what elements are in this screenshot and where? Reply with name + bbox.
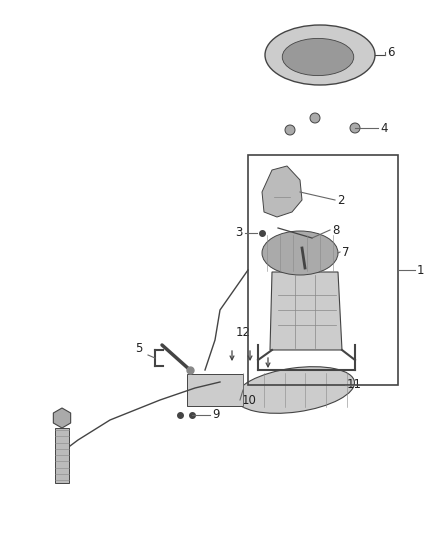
Ellipse shape xyxy=(285,125,295,135)
Text: 12: 12 xyxy=(236,326,251,338)
Ellipse shape xyxy=(282,38,354,76)
Text: 9: 9 xyxy=(212,408,219,422)
Bar xyxy=(248,155,398,385)
Ellipse shape xyxy=(262,231,338,275)
Text: 6: 6 xyxy=(387,45,395,59)
Text: 10: 10 xyxy=(242,393,257,407)
Text: 11: 11 xyxy=(347,378,362,392)
Text: 7: 7 xyxy=(342,246,350,259)
Ellipse shape xyxy=(236,367,354,413)
Polygon shape xyxy=(270,272,342,350)
Bar xyxy=(55,428,69,483)
Ellipse shape xyxy=(265,25,375,85)
Text: 2: 2 xyxy=(337,193,345,206)
Text: 8: 8 xyxy=(332,223,339,237)
Ellipse shape xyxy=(310,113,320,123)
Text: 4: 4 xyxy=(380,122,388,134)
Text: 5: 5 xyxy=(135,342,142,354)
Bar xyxy=(187,374,243,406)
Ellipse shape xyxy=(350,123,360,133)
Text: 3: 3 xyxy=(236,227,243,239)
Polygon shape xyxy=(262,166,302,217)
Text: 1: 1 xyxy=(417,263,424,277)
Polygon shape xyxy=(53,408,71,428)
